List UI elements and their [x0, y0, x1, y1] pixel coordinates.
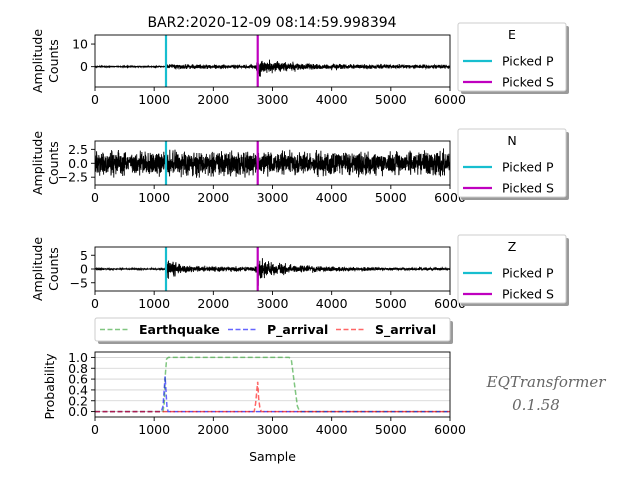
y-tick-label: 0.0 — [68, 404, 88, 419]
legend-label: S_arrival — [375, 322, 436, 338]
x-tick-label: 3000 — [257, 92, 289, 107]
x-tick-label: 5000 — [375, 422, 407, 437]
x-tick-label: 2000 — [197, 190, 229, 205]
legend-box — [457, 22, 567, 92]
legend-E: E Picked P Picked S — [457, 22, 569, 94]
x-tick-label: 4000 — [316, 296, 348, 311]
legend-N: N Picked P Picked S — [457, 128, 569, 200]
x-tick-label: 2000 — [197, 296, 229, 311]
y-tick-label: 2.5 — [68, 142, 88, 157]
legend-label: Picked P — [502, 54, 554, 69]
x-tick-label: 3000 — [257, 422, 289, 437]
y-tick-label: 0 — [80, 59, 88, 74]
y-tick-label: 0.4 — [68, 382, 88, 397]
x-tick-label: 2000 — [197, 422, 229, 437]
x-tick-label: 4000 — [316, 92, 348, 107]
panel-probability: 0 1000 2000 3000 4000 5000 6000 0.00.20.40.60.8… — [42, 350, 466, 464]
y-axis-label: Amplitude — [30, 131, 45, 195]
y-tick-label: 0.6 — [68, 372, 88, 387]
plot-area — [95, 356, 450, 413]
plot-area — [95, 35, 450, 87]
y-axis-label: Amplitude — [30, 237, 45, 301]
x-tick-label: 5000 — [375, 296, 407, 311]
waveform-trace-E — [95, 59, 450, 77]
x-tick-label: 2000 — [197, 92, 229, 107]
x-tick-label: 6000 — [434, 422, 466, 437]
legend-label: Picked S — [502, 75, 554, 90]
x-tick-label: 0 — [91, 296, 99, 311]
x-tick-label: 1000 — [138, 92, 170, 107]
y-tick-label: 10 — [72, 37, 88, 52]
legend-title: E — [508, 27, 516, 42]
legend-title: N — [507, 133, 516, 148]
x-tick-label: 3000 — [257, 296, 289, 311]
x-tick-label: 1000 — [138, 296, 170, 311]
x-tick-label: 1000 — [138, 422, 170, 437]
y-tick-label: 5 — [80, 248, 88, 263]
legend-label: Earthquake — [139, 322, 220, 337]
panel-N: 0 1000 2000 3000 4000 5000 6000−2.50.02.5Ampli… — [30, 131, 466, 205]
legend-title: Z — [508, 239, 517, 254]
y-axis-label: Probability — [42, 353, 57, 420]
legend-label: Picked S — [502, 181, 554, 196]
plot-area — [95, 247, 450, 291]
waveform-trace-Z — [95, 258, 450, 286]
x-tick-label: 0 — [91, 92, 99, 107]
x-tick-label: 4000 — [316, 422, 348, 437]
x-tick-label: 6000 — [434, 92, 466, 107]
legend-box — [94, 317, 451, 342]
series-line-p-arrival — [95, 376, 450, 413]
legend-Z: Z Picked P Picked S — [457, 234, 569, 306]
y-tick-label: −5 — [70, 275, 88, 290]
legend-label: Picked P — [502, 160, 554, 175]
legend-label: Picked P — [502, 266, 554, 281]
series-line-earthquake — [95, 356, 450, 413]
x-tick-label: 3000 — [257, 190, 289, 205]
y-tick-label: 0.2 — [68, 393, 88, 408]
x-axis-label: Sample — [249, 449, 296, 464]
panel-E: 0 1000 2000 3000 4000 5000 6000 0 10 Amplitude Cou… — [30, 29, 466, 107]
series-line-s-arrival — [95, 381, 450, 413]
legend-box — [457, 128, 567, 198]
watermark-name: EQTransformer — [486, 373, 607, 391]
legend-label: Picked S — [502, 287, 554, 302]
y-axis-label-unit: Counts — [46, 247, 61, 291]
waveform-trace-N — [95, 148, 450, 178]
legend-probability: Earthquake P_arrival S_arrival — [94, 317, 453, 344]
y-tick-label: 0.8 — [68, 361, 88, 376]
x-tick-label: 5000 — [375, 92, 407, 107]
y-tick-label: 0.0 — [68, 156, 88, 171]
x-tick-label: 4000 — [316, 190, 348, 205]
x-tick-label: 0 — [91, 190, 99, 205]
x-tick-label: 1000 — [138, 190, 170, 205]
x-tick-label: 5000 — [375, 190, 407, 205]
plot-area — [95, 141, 450, 185]
legend-box — [457, 234, 567, 304]
y-tick-label: −2.5 — [58, 170, 88, 185]
x-tick-label: 0 — [91, 422, 99, 437]
y-axis-label-unit: Counts — [46, 39, 61, 83]
legend-label: P_arrival — [267, 322, 328, 338]
y-axis-label: Amplitude — [30, 29, 45, 93]
y-tick-label: 0 — [80, 262, 88, 277]
y-tick-label: 1.0 — [68, 350, 88, 365]
y-axis-label-unit: Counts — [46, 141, 61, 185]
watermark-version: 0.1.58 — [512, 396, 560, 414]
figure-title: BAR2:2020-12-09 08:14:59.998394 — [147, 15, 396, 31]
